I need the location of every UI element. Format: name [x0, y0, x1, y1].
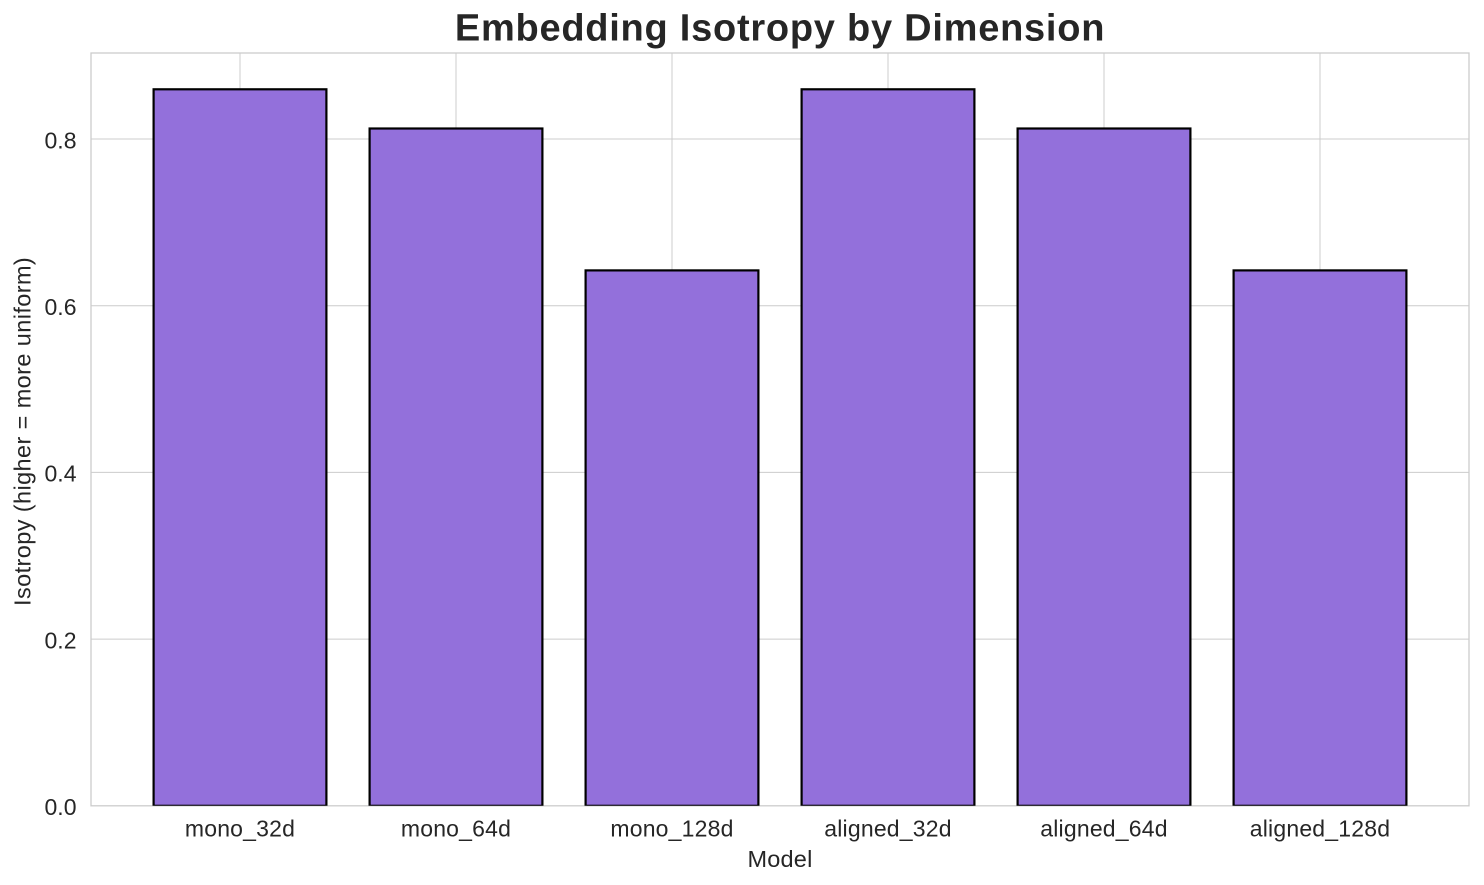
svg-text:aligned_32d: aligned_32d — [824, 816, 952, 842]
svg-text:Embedding Isotropy by Dimensio: Embedding Isotropy by Dimension — [455, 8, 1105, 50]
svg-text:mono_128d: mono_128d — [610, 816, 733, 842]
svg-text:aligned_128d: aligned_128d — [1250, 816, 1391, 842]
svg-text:mono_32d: mono_32d — [185, 816, 295, 842]
svg-text:0.2: 0.2 — [45, 627, 77, 653]
svg-text:0.4: 0.4 — [45, 461, 77, 487]
svg-text:0.0: 0.0 — [45, 794, 77, 820]
svg-text:aligned_64d: aligned_64d — [1040, 816, 1168, 842]
svg-text:Model: Model — [747, 846, 812, 872]
svg-text:mono_64d: mono_64d — [401, 816, 511, 842]
svg-text:0.6: 0.6 — [45, 294, 77, 320]
svg-text:Isotropy (higher = more unifor: Isotropy (higher = more uniform) — [9, 257, 35, 606]
svg-text:0.8: 0.8 — [45, 127, 77, 153]
